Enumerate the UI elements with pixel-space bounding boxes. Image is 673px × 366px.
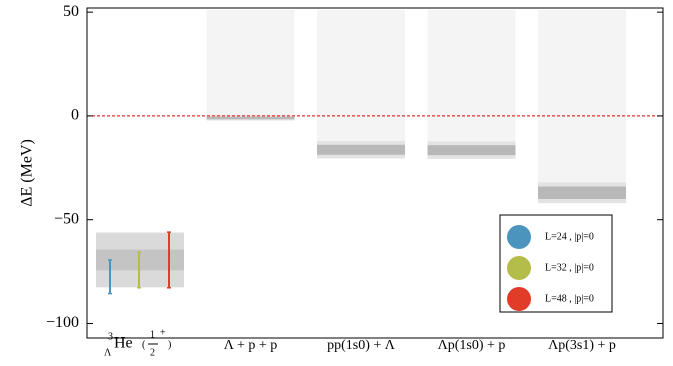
label-sub: Λ <box>104 347 112 358</box>
threshold-column <box>317 10 405 159</box>
label-main: He <box>114 335 133 352</box>
x-tick-label: 3 ΛHe (1 2 +) <box>104 327 171 358</box>
x-tick-label: Λp(3s1) + p <box>548 338 616 353</box>
plot-frame <box>86 7 664 339</box>
label-den: 2 <box>150 347 155 358</box>
threshold-column <box>206 10 295 121</box>
y-tick-label: −50 <box>54 210 79 227</box>
label-num: 1 <box>150 329 155 340</box>
legend-marker <box>507 287 531 311</box>
legend-label: L=48 , |p|=0 <box>545 293 594 304</box>
threshold-column <box>538 10 626 204</box>
label-parity: + <box>160 327 166 338</box>
legend-label: L=24 , |p|=0 <box>545 231 594 242</box>
band-inner <box>206 116 295 120</box>
y-tick-label: 0 <box>71 107 79 124</box>
legend-label: L=32 , |p|=0 <box>545 262 594 273</box>
x-tick-label: Λp(1s0) + p <box>438 338 506 353</box>
threshold-column <box>427 10 516 159</box>
label-close: ) <box>168 339 171 350</box>
y-tick-label: 50 <box>63 3 79 20</box>
legend-marker <box>507 256 531 280</box>
label-open: ( <box>142 339 146 350</box>
y-tick-label: −100 <box>46 314 79 331</box>
band-inner <box>538 186 626 199</box>
y-axis-label: ΔE (MeV) <box>19 139 36 207</box>
band-inner <box>317 144 405 155</box>
x-tick-label: pp(1s0) + Λ <box>327 338 396 353</box>
x-tick-label: Λ + p + p <box>224 338 278 353</box>
label-sup: 3 <box>108 331 113 342</box>
band-inner <box>427 145 516 156</box>
legend-marker <box>507 225 531 249</box>
